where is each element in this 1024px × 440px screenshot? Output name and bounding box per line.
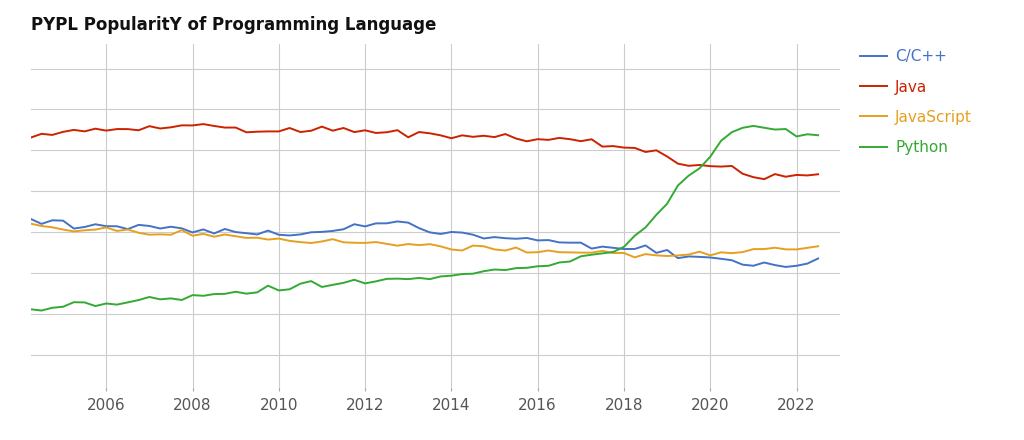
Java bbox=[467, 134, 479, 139]
C/C++ bbox=[812, 256, 824, 261]
JavaScript bbox=[198, 231, 210, 236]
JavaScript bbox=[629, 255, 641, 260]
Python bbox=[36, 308, 48, 313]
JavaScript bbox=[284, 238, 296, 243]
Java bbox=[748, 175, 760, 180]
C/C++ bbox=[198, 227, 210, 232]
Line: Python: Python bbox=[31, 126, 818, 311]
Python bbox=[198, 293, 210, 298]
Line: Java: Java bbox=[31, 124, 818, 179]
C/C++ bbox=[779, 264, 792, 270]
Python bbox=[758, 125, 770, 130]
Python bbox=[294, 281, 306, 286]
Python bbox=[748, 123, 760, 128]
C/C++ bbox=[284, 233, 296, 238]
Java bbox=[208, 123, 220, 128]
Java bbox=[758, 176, 770, 182]
Java bbox=[186, 123, 199, 128]
Python bbox=[25, 307, 37, 312]
C/C++ bbox=[736, 262, 749, 268]
JavaScript bbox=[748, 246, 760, 252]
JavaScript bbox=[186, 233, 199, 238]
JavaScript bbox=[25, 221, 37, 226]
C/C++ bbox=[467, 232, 479, 237]
JavaScript bbox=[467, 243, 479, 248]
C/C++ bbox=[186, 230, 199, 235]
Python bbox=[467, 271, 479, 276]
C/C++ bbox=[25, 216, 37, 222]
Java bbox=[294, 129, 306, 135]
Legend: C/C++, Java, JavaScript, Python: C/C++, Java, JavaScript, Python bbox=[855, 45, 977, 160]
JavaScript bbox=[456, 248, 468, 253]
Java bbox=[25, 135, 37, 140]
Java bbox=[812, 172, 824, 177]
C/C++ bbox=[456, 230, 468, 235]
Java bbox=[198, 121, 210, 127]
Line: C/C++: C/C++ bbox=[31, 219, 818, 267]
Python bbox=[208, 291, 220, 297]
Line: JavaScript: JavaScript bbox=[31, 224, 818, 257]
JavaScript bbox=[812, 244, 824, 249]
Python bbox=[812, 132, 824, 138]
Python bbox=[477, 268, 489, 274]
Text: PYPL PopularitY of Programming Language: PYPL PopularitY of Programming Language bbox=[31, 16, 436, 34]
Java bbox=[477, 133, 489, 139]
